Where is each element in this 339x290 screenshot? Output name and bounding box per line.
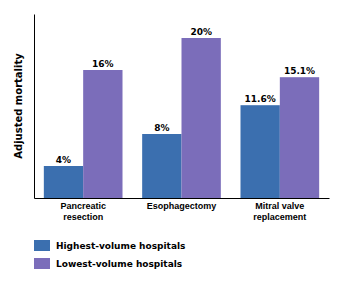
- tick-label: Pancreaticresection: [60, 201, 106, 221]
- chart: 4% 8% 11.6% 16% 20% 15.1% Pancreaticresection E…: [0, 0, 339, 290]
- tick-label-line: resection: [63, 212, 103, 222]
- data-label: 20%: [190, 27, 212, 37]
- bar: [83, 70, 122, 198]
- axis-line: [34, 15, 35, 199]
- tick: Esophagectomy: [147, 201, 217, 211]
- legend-label: Highest-volume hospitals: [56, 241, 185, 251]
- bar: [280, 77, 319, 198]
- legend-item: Lowest-volume hospitals: [34, 258, 182, 269]
- data-label: 15.1%: [284, 66, 315, 76]
- data-label: 8%: [154, 123, 169, 133]
- tick-label-line: replacement: [253, 212, 306, 222]
- tick-label-line: Mitral valve: [255, 201, 304, 211]
- data-label: 4%: [56, 155, 71, 165]
- tick-label-line: Esophagectomy: [147, 201, 217, 211]
- tick: Mitral valvereplacement: [253, 201, 306, 221]
- y-axis: [34, 15, 35, 199]
- x-axis: Pancreaticresection Esophagectomy Mitral v…: [35, 199, 330, 222]
- tick-label: Mitral valvereplacement: [253, 201, 306, 221]
- legend-item: Highest-volume hospitals: [34, 240, 185, 251]
- tick-label-line: Pancreatic: [60, 201, 106, 211]
- tick: Pancreaticresection: [60, 201, 106, 221]
- bars: [44, 38, 319, 198]
- tick-label: Esophagectomy: [147, 201, 217, 211]
- data-labels: 4% 8% 11.6% 16% 20% 15.1%: [56, 27, 315, 165]
- plot: 4% 8% 11.6% 16% 20% 15.1% Pancreaticresection E…: [35, 15, 330, 222]
- bar: [182, 38, 221, 198]
- legend-label: Lowest-volume hospitals: [56, 259, 182, 269]
- axis-line: [35, 198, 330, 199]
- y-axis-title: Adjusted mortality: [13, 53, 24, 159]
- legend-swatch: [34, 258, 50, 269]
- data-label: 16%: [92, 59, 114, 69]
- bar: [241, 105, 280, 198]
- bar: [142, 134, 181, 198]
- bar: [44, 166, 83, 198]
- data-label: 11.6%: [245, 94, 276, 104]
- legend-swatch: [34, 240, 50, 251]
- legend: Highest-volume hospitals Lowest-volume ho…: [34, 240, 185, 269]
